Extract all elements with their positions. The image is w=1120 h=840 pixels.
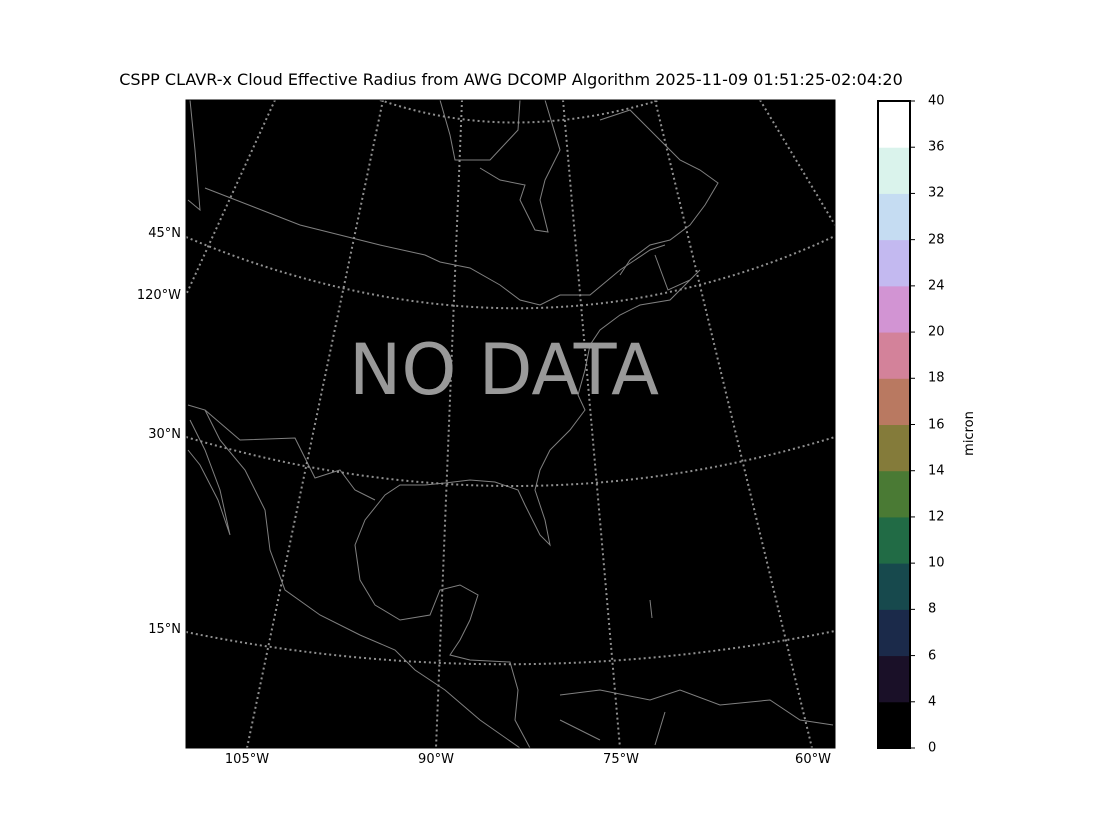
- lon-label-60w: 60°W: [795, 752, 831, 767]
- lat-label-45n: 45°N: [148, 226, 181, 241]
- lat-label-30n: 30°N: [148, 427, 181, 442]
- gridline-45n: [186, 235, 835, 310]
- colorbar-segment: [878, 332, 910, 379]
- colorbar-tick-label: 28: [928, 232, 945, 248]
- us-mexico-border: [204, 409, 376, 501]
- colorbar-tick-label: 8: [928, 601, 937, 617]
- map-background: [186, 100, 835, 748]
- colorbar-tick-label: 32: [928, 185, 945, 201]
- colorbar-tick-label: 40: [928, 93, 945, 109]
- us-east-coast: [354, 254, 701, 748]
- colorbar-segment: [878, 239, 910, 287]
- map-frame: [185, 99, 836, 749]
- colorbar-tick-label: 6: [928, 648, 937, 664]
- colorbar-segment: [878, 285, 910, 333]
- mexico-pacific-coast: [187, 404, 521, 748]
- colorbar-segment: [878, 378, 910, 425]
- colorbar-segment: [878, 516, 910, 564]
- hudson-bay-coast: [439, 100, 561, 233]
- gridline-60n: [379, 100, 661, 124]
- colorbar-tick-label: 12: [928, 509, 945, 525]
- small-island: [649, 599, 653, 619]
- colorbar-tick-label: 36: [928, 139, 945, 155]
- colorbar-segment: [878, 147, 910, 194]
- gridline-120w: [186, 100, 276, 296]
- lon-label-105w: 105°W: [224, 752, 270, 767]
- quebec-labrador-coast: [599, 109, 719, 276]
- colorbar-segment: [878, 424, 910, 472]
- colorbar-tick-label: 20: [928, 324, 945, 340]
- caribbean-islands: [559, 689, 834, 746]
- colorbar-segment: [878, 470, 910, 518]
- baja-california: [187, 419, 231, 536]
- west-coast-canada: [187, 100, 201, 212]
- colorbar-tick-label: 0: [928, 740, 937, 756]
- colorbar-unit-label: micron: [961, 411, 977, 456]
- colorbar-tick-label: 18: [928, 370, 945, 386]
- colorbar-segment: [878, 701, 910, 749]
- colorbar-tick-label: 14: [928, 463, 945, 479]
- colorbar-segment: [878, 563, 910, 610]
- gridline-90w: [435, 100, 463, 748]
- lon-label-90w: 90°W: [418, 752, 454, 767]
- gridline-30n: [186, 436, 835, 487]
- colorbar-tick-label: 10: [928, 555, 945, 571]
- lon-label-75w: 75°W: [603, 752, 639, 767]
- no-data-text: NO DATA: [349, 329, 659, 411]
- colorbar-tick-label: 4: [928, 694, 937, 710]
- coastlines: [187, 100, 834, 748]
- colorbar-segment: [878, 101, 910, 148]
- gridline-15n: [186, 630, 835, 666]
- colorbar-tick-label: 16: [928, 417, 945, 432]
- colorbar-segment: [878, 193, 910, 241]
- colorbar-tick-label: 24: [928, 278, 945, 294]
- us-canada-border: [204, 187, 666, 306]
- colorbar-segment: [878, 609, 910, 657]
- gridline-60w: [654, 100, 813, 748]
- figure-title: CSPP CLAVR-x Cloud Effective Radius from…: [119, 70, 903, 89]
- gridline-105w: [246, 100, 384, 748]
- graticule: [186, 100, 835, 748]
- lat-label-15n: 15°N: [148, 622, 181, 637]
- gridline-45w: [759, 100, 835, 226]
- lon-label-120w: 120°W: [136, 288, 181, 303]
- gridline-75w: [562, 100, 621, 748]
- colorbar-segment: [878, 655, 910, 703]
- colorbar: [877, 100, 915, 749]
